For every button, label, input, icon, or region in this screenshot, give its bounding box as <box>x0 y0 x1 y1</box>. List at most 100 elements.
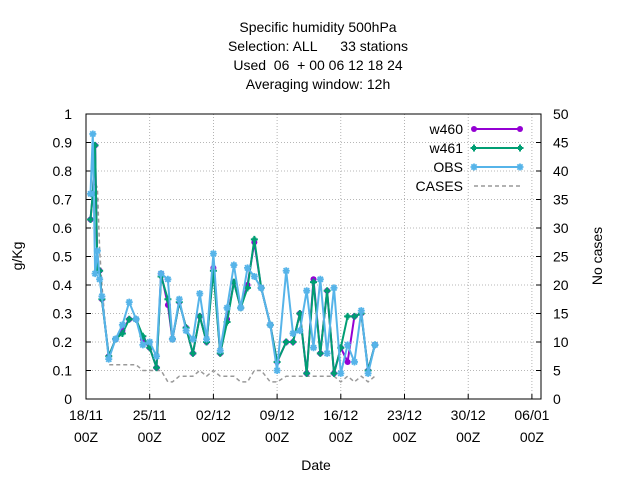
data-point-w461 <box>323 287 331 295</box>
data-point-w461 <box>316 349 324 357</box>
y2-tick-label: 0 <box>553 391 561 407</box>
data-point-obs <box>168 335 176 343</box>
data-point-obs <box>175 295 183 303</box>
series-line-w461 <box>89 144 376 375</box>
data-point-obs <box>310 344 317 352</box>
y-tick-label: 0.8 <box>53 163 73 179</box>
y-tick-label: 0 <box>64 391 72 407</box>
legend-label: w461 <box>429 140 464 156</box>
data-point-obs <box>146 338 154 346</box>
y2-tick-label: 50 <box>553 106 569 122</box>
data-point-obs <box>118 321 126 329</box>
data-point-obs <box>282 267 290 275</box>
data-point-w461 <box>87 215 95 223</box>
y-tick-label: 0.2 <box>53 334 73 350</box>
y-tick-label: 0.6 <box>53 220 73 236</box>
data-point-w461 <box>244 284 252 292</box>
x-tick-label-date: 23/12 <box>387 407 422 423</box>
y-tick-label: 0.3 <box>53 306 73 322</box>
data-point-w461 <box>118 329 126 337</box>
y2-tick-label: 25 <box>553 249 569 265</box>
data-point-obs <box>182 327 190 335</box>
x-tick-label-hour: 00Z <box>201 429 226 445</box>
data-point-obs <box>105 355 113 363</box>
data-point-obs <box>257 284 265 292</box>
legend-marker <box>471 126 477 132</box>
data-point-w461 <box>282 338 290 346</box>
legend-item-obs: OBS <box>433 159 524 175</box>
data-point-obs <box>303 287 311 295</box>
legend-label: OBS <box>433 159 463 175</box>
x-tick-label-date: 02/12 <box>196 407 231 423</box>
data-point-obs <box>157 270 165 278</box>
data-point-obs <box>98 292 106 300</box>
data-point-obs <box>112 335 120 343</box>
data-point-obs <box>87 190 95 198</box>
series-w461 <box>87 141 379 377</box>
data-point-obs <box>209 250 217 258</box>
x-tick-label-date: 09/12 <box>260 407 295 423</box>
x-axis-label: Date <box>301 457 331 473</box>
series-line-obs <box>89 132 376 375</box>
y-tick-label: 0.7 <box>53 192 73 208</box>
plot-frame <box>85 113 542 400</box>
data-point-w461 <box>330 369 338 377</box>
data-point-w461 <box>289 338 297 346</box>
data-point-obs <box>350 358 358 366</box>
data-point-w461 <box>344 312 352 320</box>
data-point-obs <box>164 275 172 283</box>
data-point-obs <box>196 290 204 298</box>
y2-tick-label: 35 <box>553 192 569 208</box>
series-obs <box>87 130 379 377</box>
data-point-w461 <box>196 312 204 320</box>
x-tick-label-date: 06/01 <box>514 407 549 423</box>
series-line-cases <box>89 181 376 383</box>
y-tick-label: 0.1 <box>53 363 73 379</box>
legend-marker <box>517 126 523 132</box>
y-tick-label: 0.5 <box>53 249 73 265</box>
data-point-w461 <box>303 369 311 377</box>
legend-item-cases: CASES <box>416 178 520 194</box>
x-tick-label-hour: 00Z <box>392 429 417 445</box>
x-tick-label-date: 25/11 <box>133 407 167 423</box>
data-point-obs <box>237 304 245 312</box>
data-point-w461 <box>125 315 133 323</box>
legend-marker <box>470 144 478 152</box>
y-tick-label: 0.9 <box>53 135 73 151</box>
legend-item-w461: w461 <box>429 140 524 156</box>
y2-axis-label: No cases <box>589 227 605 285</box>
data-point-obs <box>296 327 304 335</box>
x-tick-label-hour: 00Z <box>74 429 99 445</box>
data-point-obs <box>371 341 379 349</box>
axes: 00.10.20.30.40.50.60.70.80.9105101520253… <box>53 106 569 445</box>
x-tick-label-hour: 00Z <box>456 429 481 445</box>
x-tick-label-date: 18/11 <box>69 407 103 423</box>
legend-marker <box>516 144 524 152</box>
legend-marker <box>470 163 478 171</box>
data-point-obs <box>344 341 352 349</box>
data-point-obs <box>189 335 197 343</box>
legend-marker <box>516 163 524 171</box>
series-cases <box>89 181 376 383</box>
data-point-obs <box>132 315 140 323</box>
series-line-w460 <box>89 144 376 375</box>
data-point-obs <box>96 275 104 283</box>
data-point-obs <box>139 341 147 349</box>
data-point-obs <box>203 335 211 343</box>
y-axis-label: g/Kg <box>9 242 25 271</box>
data-point-obs <box>323 349 331 357</box>
chart-title: Specific humidity 500hPa Selection: ALL … <box>228 19 408 92</box>
data-point-obs <box>93 247 101 255</box>
x-tick-label-hour: 00Z <box>265 429 290 445</box>
legend-label: CASES <box>416 178 463 194</box>
x-tick-label-hour: 00Z <box>138 429 163 445</box>
data-point-w461 <box>350 312 358 320</box>
data-point-obs <box>266 321 274 329</box>
data-point-w461 <box>153 364 161 372</box>
y2-tick-label: 30 <box>553 220 569 236</box>
data-point-obs <box>89 130 97 138</box>
data-point-obs <box>330 284 338 292</box>
data-point-obs <box>316 275 324 283</box>
data-point-obs <box>153 352 161 360</box>
